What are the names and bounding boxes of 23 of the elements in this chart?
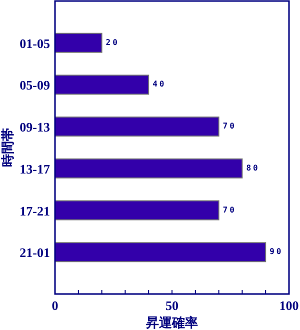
y-tick-label: 05-09 [20,78,50,93]
y-tick-label: 21-01 [20,245,50,260]
y-tick-label: 09-13 [20,120,50,135]
bar [54,242,266,262]
x-axis-title: 昇運確率 [145,315,198,330]
y-axis-title: 時間帯 [0,128,15,167]
y-tick-label: 13-17 [20,161,50,176]
data-label: 40 [152,80,166,89]
bar [54,200,220,220]
y-tick-label: 01-05 [20,36,50,51]
data-label: 20 [106,38,120,47]
data-label: 70 [222,205,236,214]
data-label: 90 [270,247,284,256]
x-tick-label: 50 [166,298,178,313]
x-tick-label: 100 [279,298,299,313]
data-label: 80 [246,163,260,172]
x-tick-label: 0 [52,298,58,313]
data-label: 70 [222,122,236,131]
bar [54,116,220,137]
bar [54,158,243,178]
bar [54,32,102,53]
y-tick-label: 17-21 [20,203,50,218]
bar [54,74,150,95]
